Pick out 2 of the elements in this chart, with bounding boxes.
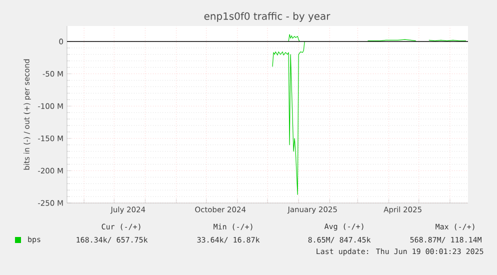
line-series — [272, 41, 305, 195]
chart-title: enp1s0f0 traffic - by year — [204, 12, 330, 22]
